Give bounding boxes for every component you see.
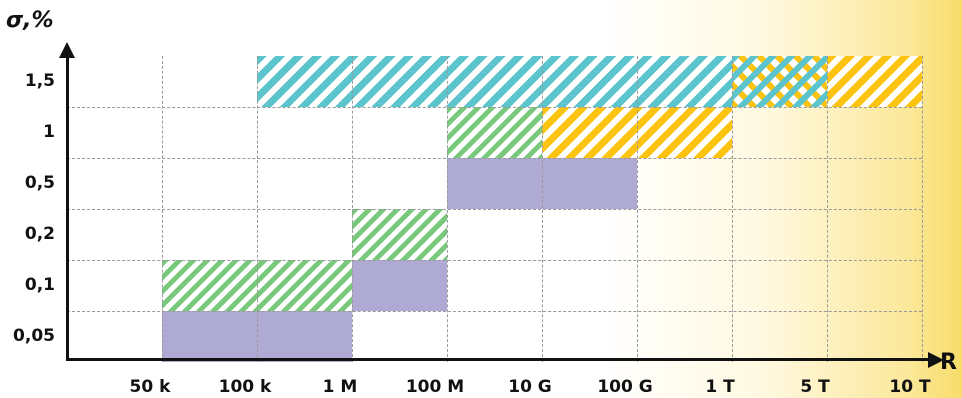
x-tick-label: 1 T <box>705 377 735 397</box>
grid-vline <box>922 56 923 362</box>
x-tick-label: 10 G <box>508 377 552 397</box>
y-axis <box>66 52 69 360</box>
x-axis-title: R <box>940 350 957 375</box>
grid-hline <box>67 158 922 159</box>
region-hatch-green-3 <box>352 209 447 260</box>
y-tick-label: 1,5 <box>24 70 55 91</box>
x-tick-label: 100 M <box>405 377 465 397</box>
grid-hline <box>67 260 922 261</box>
y-tick-label: 1 <box>43 121 55 142</box>
x-tick-label: 10 T <box>889 377 931 397</box>
x-tick-label: 100 k <box>218 377 272 397</box>
y-tick-label: 0,2 <box>24 223 55 244</box>
y-tick-label: 0,5 <box>24 172 55 193</box>
grid-hline <box>67 209 922 210</box>
region-hatch-cross-8 <box>732 56 827 107</box>
x-tick-label: 50 k <box>129 377 171 397</box>
x-tick-label: 5 T <box>800 377 830 397</box>
y-axis-arrow-icon <box>59 42 75 58</box>
grid-hline <box>67 107 922 108</box>
region-hatch-yellow-9 <box>827 56 922 107</box>
x-axis-arrow-icon <box>928 352 944 368</box>
y-tick-label: 0,1 <box>24 274 55 295</box>
y-tick-label: 0,05 <box>13 325 55 346</box>
region-solid-purple-2 <box>352 260 447 311</box>
x-tick-label: 100 G <box>597 377 653 397</box>
region-hatch-cyan-7 <box>257 56 732 107</box>
region-hatch-green-5 <box>447 107 542 158</box>
x-axis <box>66 358 934 361</box>
grid-hline <box>67 311 922 312</box>
x-tick-label: 1 M <box>322 377 358 397</box>
y-axis-title: σ,% <box>6 8 54 33</box>
